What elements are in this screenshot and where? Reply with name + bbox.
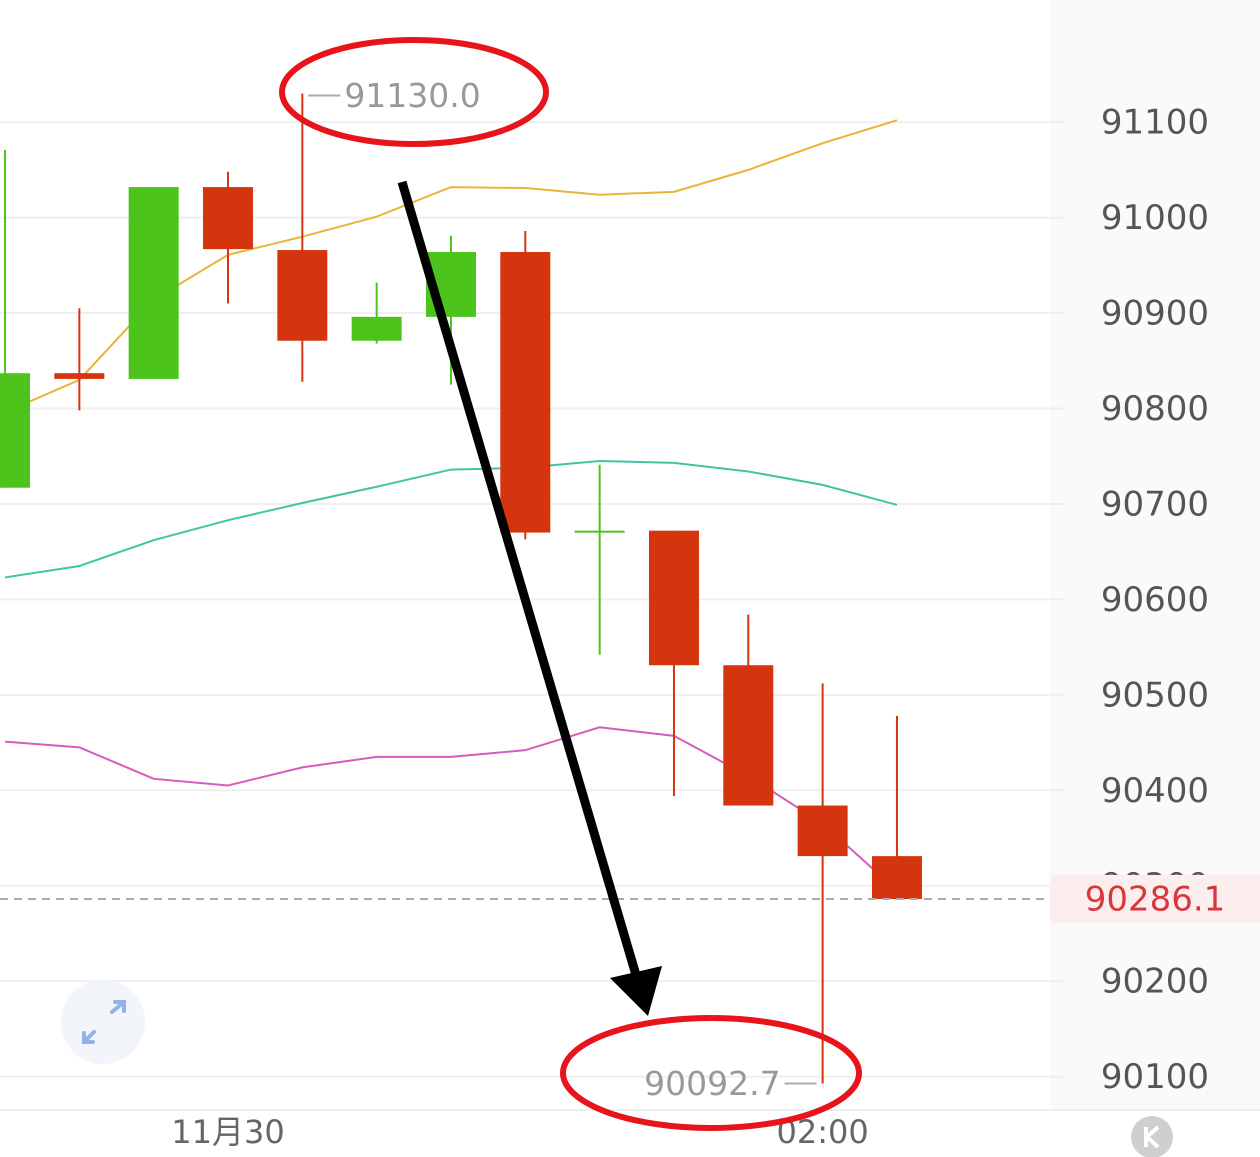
y-tick-label: 91000 [1101,198,1209,238]
candle-body [648,530,699,666]
labels: 9010090200903009040090500906009070090800… [0,76,1260,1151]
candle-body [54,373,105,379]
y-tick-label: 91100 [1101,103,1209,143]
y-tick-label: 90400 [1101,771,1209,811]
y-tick-label: 90200 [1101,962,1209,1002]
candle-body [128,187,179,379]
arrow-head [610,966,662,1016]
y-tick-label: 90700 [1101,484,1209,524]
candle-body [723,665,774,806]
low-label: 90092.7 [644,1064,780,1103]
candles [0,93,922,1084]
y-tick-label: 90500 [1101,675,1209,715]
y-tick-label: 90800 [1101,389,1209,429]
candle-body [500,251,551,533]
expand-button[interactable] [61,980,145,1064]
candle-body [871,856,922,899]
highlight-ellipse [560,1015,862,1131]
highlight-ellipse [279,37,549,147]
chart-type-button[interactable] [1131,1116,1173,1157]
last-price-label: 90286.1 [1085,879,1226,919]
y-tick-label: 90600 [1101,580,1209,620]
x-tick-label: 11月30 [171,1113,284,1151]
candle-body [797,805,848,857]
candle-body [0,373,30,488]
high-label: 91130.0 [344,76,480,115]
last-price-tag [1050,874,1260,923]
price-axis-panel [1050,0,1260,1110]
candle-body [351,316,402,341]
candle-body [277,250,328,341]
y-tick-label: 90100 [1101,1057,1209,1097]
candle-body [202,187,253,250]
y-tick-label: 90900 [1101,294,1209,334]
candle-body [574,530,625,533]
arrow-shaft [397,180,641,977]
ma-line [4,459,898,579]
